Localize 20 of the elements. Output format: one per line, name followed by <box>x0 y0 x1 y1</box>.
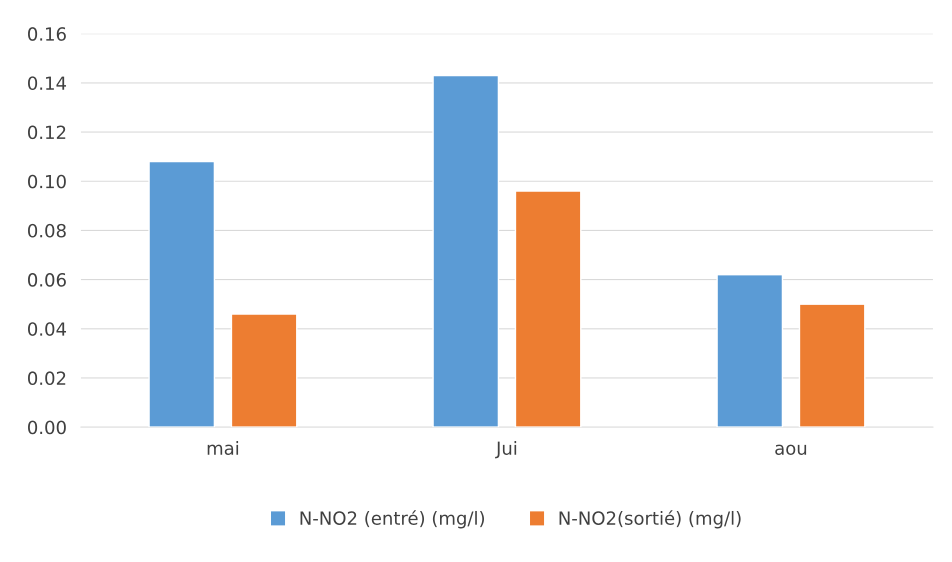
bar <box>514 190 582 428</box>
bar <box>148 160 216 428</box>
bar <box>798 303 866 428</box>
y-tick-label: 0.04 <box>28 322 66 336</box>
y-tick-label: 0.02 <box>28 371 66 386</box>
y-tick-label: 0.10 <box>28 174 66 188</box>
legend-label: N-NO2 (entré) (mg/l) <box>300 510 484 528</box>
y-tick-label: 0.14 <box>28 76 66 90</box>
legend-label: N-NO2(sortié) (mg/l) <box>560 510 741 528</box>
y-tick-label: 0.08 <box>28 224 66 238</box>
y-tick-label: 0.06 <box>28 273 66 287</box>
bar <box>432 74 500 428</box>
y-tick-label: 0.00 <box>28 420 66 434</box>
bar <box>716 274 784 428</box>
x-tick-label: aou <box>775 444 806 455</box>
x-tick-label: mai <box>208 441 238 455</box>
bar <box>230 313 298 428</box>
y-tick-label: 0.16 <box>28 27 66 41</box>
y-tick-label: 0.12 <box>28 126 66 140</box>
x-tick-label: Jui <box>495 441 516 458</box>
